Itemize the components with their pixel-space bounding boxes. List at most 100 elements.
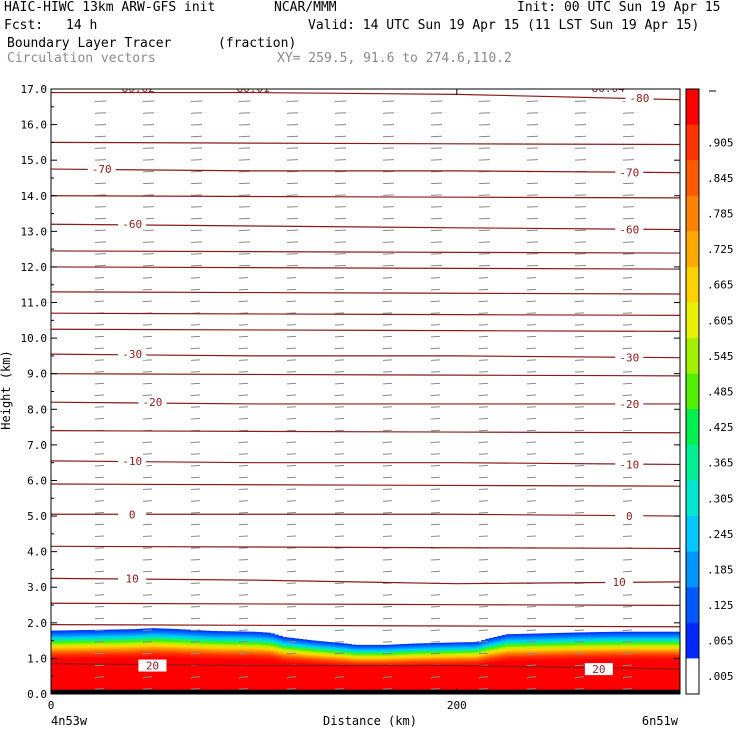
wind-vector bbox=[238, 500, 249, 502]
tracer-column bbox=[578, 632, 584, 694]
wind-vector bbox=[334, 371, 345, 373]
contour-label: -80 bbox=[629, 92, 649, 105]
wind-vector bbox=[622, 288, 633, 291]
wind-vector bbox=[478, 394, 489, 397]
colorbar-label: .785 bbox=[707, 208, 734, 221]
wind-vector bbox=[478, 147, 491, 149]
wind-vector bbox=[430, 617, 441, 620]
wind-vector bbox=[382, 324, 393, 326]
wind-vector bbox=[382, 241, 395, 243]
wind-vector bbox=[190, 359, 201, 361]
wind-vector bbox=[478, 206, 491, 208]
wind-vector bbox=[94, 347, 105, 350]
wind-vector bbox=[190, 241, 203, 243]
wind-vector bbox=[334, 312, 345, 314]
tracer-column bbox=[424, 643, 429, 694]
wind-vector bbox=[526, 570, 537, 573]
wind-vector bbox=[190, 300, 201, 303]
wind-vector bbox=[334, 676, 345, 678]
wind-vector bbox=[334, 594, 345, 596]
wind-vector bbox=[622, 112, 635, 114]
wind-vector bbox=[382, 441, 393, 444]
tracer-column bbox=[448, 642, 454, 694]
fcst-label: Fcst: bbox=[4, 18, 44, 33]
wind-vector bbox=[430, 535, 441, 537]
y-tick-label: 11.0 bbox=[21, 297, 48, 310]
contour-label: 10 bbox=[613, 576, 626, 589]
org-label: NCAR/MMM bbox=[274, 0, 337, 15]
tracer-column bbox=[473, 642, 478, 694]
wind-vector bbox=[574, 523, 585, 526]
tracer-column bbox=[302, 639, 308, 694]
wind-vector bbox=[190, 629, 201, 631]
wind-vector bbox=[430, 558, 441, 561]
colorbar-label: .065 bbox=[707, 635, 734, 648]
wind-vector bbox=[574, 500, 585, 502]
wind-vector bbox=[622, 594, 633, 596]
wind-vector bbox=[526, 523, 537, 526]
wind-vector bbox=[94, 324, 105, 326]
wind-vector bbox=[190, 582, 201, 584]
wind-vector bbox=[382, 465, 393, 467]
wind-vector bbox=[190, 453, 201, 455]
colorbar-swatch bbox=[686, 587, 699, 624]
temperature-contours: -80 -70 -70 -60 -60 -30 -30 -20 -20 -10 -10 0 0 10 10 2… bbox=[51, 89, 680, 676]
wind-vector bbox=[574, 465, 585, 467]
wind-vector bbox=[382, 335, 393, 338]
wind-vector bbox=[430, 253, 443, 255]
y-tick-label: 16.0 bbox=[21, 119, 48, 132]
wind-vector bbox=[382, 277, 393, 279]
tracer-column bbox=[75, 630, 81, 694]
wind-vector bbox=[430, 359, 441, 361]
wind-vector bbox=[622, 312, 633, 314]
wind-vector bbox=[382, 288, 393, 291]
wind-vector bbox=[190, 112, 203, 114]
wind-vector bbox=[190, 159, 203, 161]
contour-label-bg bbox=[118, 454, 147, 467]
tracer-column bbox=[278, 635, 283, 694]
wind-vector bbox=[622, 617, 633, 620]
wind-vector bbox=[94, 206, 107, 208]
wind-vector bbox=[622, 676, 633, 678]
wind-vector bbox=[526, 264, 539, 267]
wind-vector bbox=[142, 676, 153, 678]
wind-vector bbox=[430, 512, 441, 514]
wind-vector bbox=[142, 453, 153, 455]
tracer-column bbox=[667, 631, 673, 694]
contour-label: 0 bbox=[626, 510, 633, 523]
colorbar-label: .425 bbox=[707, 421, 734, 434]
wind-vector bbox=[430, 347, 441, 350]
wind-vector bbox=[478, 676, 489, 678]
wind-vector bbox=[526, 594, 537, 596]
wind-vector bbox=[430, 182, 443, 185]
wind-vector bbox=[430, 500, 441, 502]
wind-vector bbox=[238, 253, 251, 255]
colorbar-label: .545 bbox=[707, 350, 734, 363]
terrain-strip bbox=[51, 689, 680, 694]
wind-vector bbox=[574, 558, 585, 561]
tracer-column bbox=[233, 631, 239, 694]
wind-vector bbox=[382, 641, 393, 643]
wind-vector bbox=[430, 605, 441, 608]
wind-vector bbox=[142, 629, 153, 631]
wind-vector bbox=[622, 347, 633, 350]
tracer-column bbox=[107, 629, 113, 694]
contour-line bbox=[51, 168, 680, 174]
wind-vector bbox=[238, 570, 249, 573]
wind-vector bbox=[526, 406, 537, 408]
tracer-column bbox=[383, 644, 389, 694]
wind-vector bbox=[142, 558, 153, 561]
wind-vector bbox=[526, 476, 537, 479]
colorbar-swatch bbox=[686, 622, 699, 659]
wind-vector bbox=[430, 594, 441, 596]
wind-vector bbox=[142, 359, 153, 361]
tracer-column bbox=[379, 644, 385, 694]
tracer-column bbox=[221, 631, 227, 694]
wind-vector bbox=[574, 641, 585, 643]
wind-vector bbox=[334, 512, 345, 514]
tracer-column bbox=[428, 643, 434, 694]
wind-vector bbox=[574, 288, 585, 291]
wind-vector bbox=[286, 547, 297, 549]
wind-vector bbox=[382, 112, 395, 114]
wind-vector bbox=[382, 429, 393, 432]
